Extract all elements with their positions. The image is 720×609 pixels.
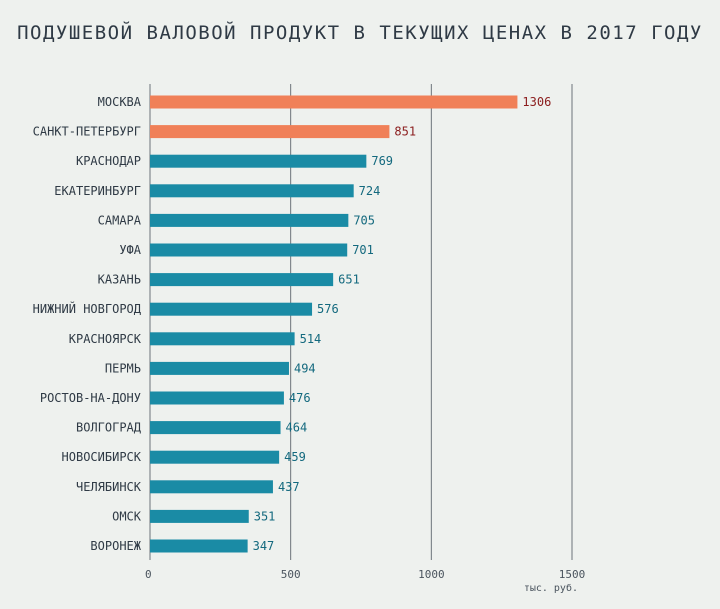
category-label: НОВОСИБИРСК — [62, 450, 142, 464]
category-label: ВОРОНЕЖ — [90, 539, 141, 553]
bar — [150, 332, 295, 346]
bar — [150, 361, 289, 375]
bar — [150, 480, 273, 494]
x-tick-label: 1500 — [559, 568, 586, 581]
category-label: КРАСНОЯРСК — [69, 332, 142, 346]
value-label: 459 — [284, 450, 306, 464]
category-label: САМАРА — [98, 213, 142, 227]
value-label: 651 — [338, 273, 360, 287]
bar — [150, 273, 334, 287]
x-tick-label: 500 — [281, 568, 301, 581]
category-label: КАЗАНЬ — [98, 273, 141, 287]
bar — [150, 302, 313, 316]
category-label: ЕКАТЕРИНБУРГ — [54, 184, 141, 198]
x-tick-label: 0 — [145, 568, 152, 581]
bar — [150, 421, 281, 435]
category-label: РОСТОВ-НА-ДОНУ — [40, 391, 141, 405]
bar — [150, 539, 248, 553]
bar — [150, 213, 349, 227]
bar — [150, 391, 284, 405]
bar — [150, 184, 354, 198]
bar-layer — [150, 95, 518, 553]
bar — [150, 450, 280, 464]
label-layer: МОСКВА 1306 САНКТ-ПЕТЕРБУРГ 851 КРАСНОДАР 769… — [33, 95, 552, 553]
category-label: ЧЕЛЯБИНСК — [76, 480, 142, 494]
category-label: УФА — [119, 243, 141, 257]
category-label: ПЕРМЬ — [105, 361, 141, 375]
value-label: 769 — [371, 154, 393, 168]
category-label: КРАСНОДАР — [76, 154, 141, 168]
category-label: САНКТ-ПЕТЕРБУРГ — [33, 125, 141, 139]
x-axis-unit-label: тыс. руб. — [524, 582, 578, 594]
value-label: 476 — [289, 391, 311, 405]
value-label: 351 — [254, 509, 276, 523]
value-label: 851 — [394, 125, 416, 139]
category-label: ОМСК — [112, 509, 142, 523]
bar — [150, 154, 367, 168]
value-label: 701 — [352, 243, 374, 257]
value-label: 437 — [278, 480, 300, 494]
bar — [150, 243, 348, 257]
x-tick-label: 1000 — [418, 568, 445, 581]
category-label: НИЖНИЙ НОВГОРОД — [33, 301, 142, 316]
value-label: 514 — [300, 332, 322, 346]
value-label: 576 — [317, 302, 339, 316]
bar — [150, 509, 249, 523]
bar — [150, 125, 390, 139]
value-label: 705 — [353, 213, 375, 227]
value-label: 1306 — [522, 95, 551, 109]
category-label: ВОЛГОГРАД — [76, 421, 142, 435]
category-label: МОСКВА — [98, 95, 142, 109]
value-label: 724 — [359, 184, 381, 198]
value-label: 347 — [253, 539, 275, 553]
bar — [150, 95, 518, 109]
value-label: 464 — [286, 421, 308, 435]
chart-title: ПОДУШЕВОЙ ВАЛОВОЙ ПРОДУКТ В ТЕКУЩИХ ЦЕНА… — [17, 22, 703, 44]
value-label: 494 — [294, 361, 316, 375]
